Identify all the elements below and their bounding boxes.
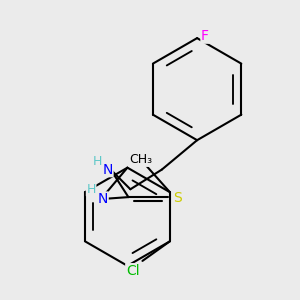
Text: H: H — [86, 183, 96, 196]
Text: CH₃: CH₃ — [129, 153, 152, 166]
Text: N: N — [103, 163, 113, 177]
Text: H: H — [92, 155, 102, 168]
Text: F: F — [201, 29, 209, 43]
Text: N: N — [98, 192, 108, 206]
Text: Cl: Cl — [126, 264, 140, 278]
Text: S: S — [173, 191, 182, 205]
